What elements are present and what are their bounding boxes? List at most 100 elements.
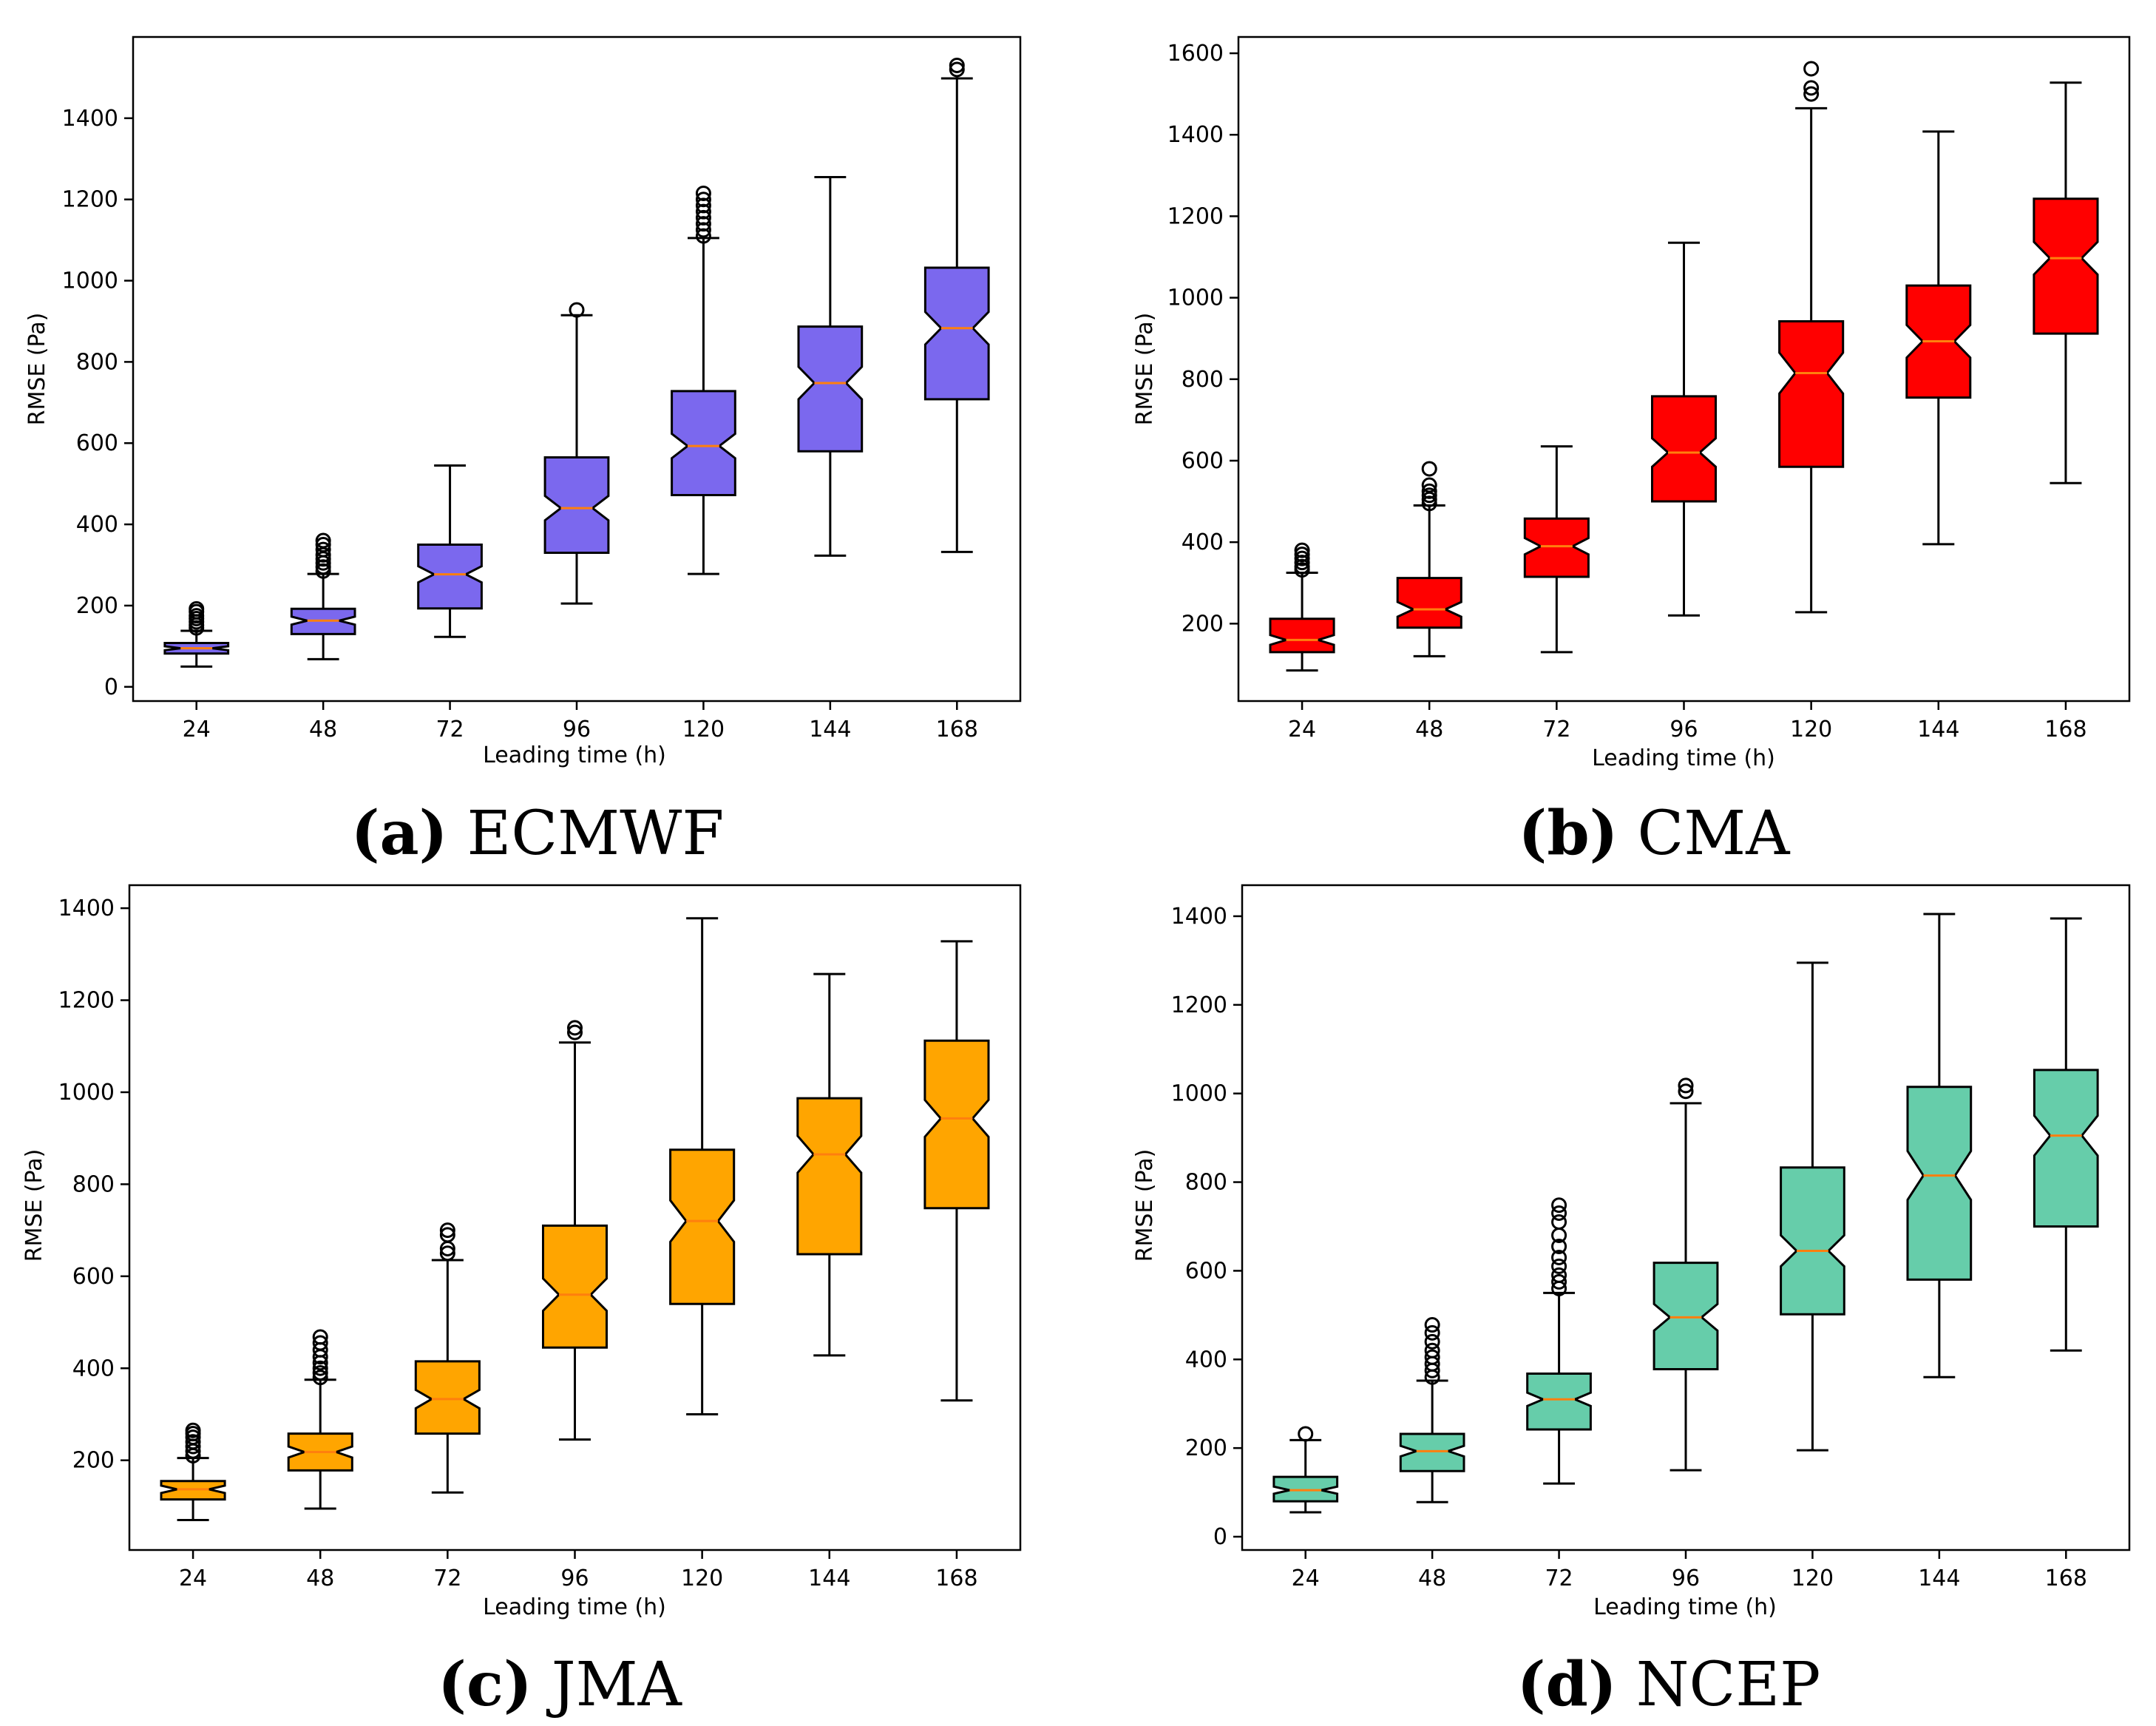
outlier-point xyxy=(1421,483,1437,499)
outlier-point xyxy=(695,222,711,238)
outlier-point xyxy=(312,1335,328,1351)
y-tick-label: 1400 xyxy=(62,106,118,132)
outlier-point xyxy=(695,197,711,214)
outlier-point xyxy=(695,209,711,226)
notched-box xyxy=(923,1039,990,1210)
outlier-point xyxy=(1424,1333,1440,1350)
outlier-point xyxy=(567,1020,583,1036)
panel-caption: (c) JMA xyxy=(438,1649,682,1720)
outlier-point xyxy=(1421,477,1437,493)
outlier-point xyxy=(1551,1273,1567,1290)
x-tick-label: 24 xyxy=(183,717,211,742)
y-tick-label: 1200 xyxy=(1171,992,1227,1018)
outlier-point xyxy=(1424,1349,1440,1365)
y-axis-label: RMSE (Pa) xyxy=(21,1149,47,1262)
x-tick-label: 72 xyxy=(1542,717,1570,742)
notched-box xyxy=(1651,395,1717,503)
notched-box xyxy=(1396,577,1462,629)
x-tick-label: 48 xyxy=(309,717,337,742)
notched-box xyxy=(671,390,736,496)
outlier-point xyxy=(185,1422,201,1438)
outlier-point xyxy=(1294,550,1310,566)
outlier-point xyxy=(315,541,331,558)
caption-letter: (d) xyxy=(1517,1649,1617,1720)
outlier-point xyxy=(695,216,711,232)
box-24 xyxy=(163,600,230,668)
outlier-point xyxy=(1424,1317,1440,1333)
y-tick-label: 1000 xyxy=(1167,285,1224,311)
y-tick-label: 1400 xyxy=(58,896,115,921)
y-tick-label: 1000 xyxy=(62,268,118,294)
outlier-point xyxy=(1551,1258,1567,1274)
x-tick-label: 48 xyxy=(1418,1566,1446,1591)
x-tick-label: 120 xyxy=(682,717,725,742)
axes-frame xyxy=(128,884,1022,1551)
outlier-point xyxy=(567,1024,583,1040)
box-144 xyxy=(1905,130,1972,546)
caption-name: NCEP xyxy=(1636,1650,1821,1720)
y-tick-label: 1400 xyxy=(1167,122,1224,148)
y-tick-label: 1600 xyxy=(1167,41,1224,67)
outlier-point xyxy=(439,1222,455,1239)
y-tick-label: 200 xyxy=(76,593,118,619)
x-tick-label: 120 xyxy=(681,1566,723,1591)
outlier-point xyxy=(1294,546,1310,563)
x-tick-label: 144 xyxy=(1917,717,1959,742)
x-tick-label: 120 xyxy=(1791,1566,1834,1591)
x-tick-label: 24 xyxy=(179,1566,207,1591)
x-tick-label: 168 xyxy=(2044,717,2086,742)
box-48 xyxy=(290,532,356,660)
outlier-point xyxy=(1424,1324,1440,1341)
outlier-point xyxy=(1421,487,1437,504)
x-tick-label: 144 xyxy=(1918,1566,1960,1591)
outlier-point xyxy=(315,532,331,549)
box-168 xyxy=(923,57,990,553)
outlier-point xyxy=(1551,1214,1567,1230)
outlier-point xyxy=(949,57,965,73)
plot-area: 0 200 400 600 800 1000 1200 1400 24 48 72 96 120 144 1… xyxy=(62,35,1022,742)
x-tick-label: 48 xyxy=(306,1566,334,1591)
y-tick-label: 1200 xyxy=(1167,203,1224,229)
outlier-point xyxy=(695,203,711,220)
x-tick-label: 144 xyxy=(809,717,851,742)
y-tick-label: 200 xyxy=(72,1448,115,1474)
x-tick-label: 96 xyxy=(563,717,591,742)
notched-box xyxy=(923,266,990,401)
panel-c-jma: 200 400 600 800 1000 1200 1400 24 48 72 96 120 144 16… xyxy=(21,884,1022,1720)
x-tick-label: 168 xyxy=(2045,1566,2087,1591)
box-168 xyxy=(2033,81,2099,484)
x-tick-label: 96 xyxy=(1672,1566,1700,1591)
notched-box xyxy=(414,1360,481,1435)
outlier-point xyxy=(1424,1342,1440,1358)
x-tick-label: 168 xyxy=(935,1566,977,1591)
box-24 xyxy=(1272,1426,1339,1514)
y-tick-label: 800 xyxy=(1182,367,1224,393)
caption-name: JMA xyxy=(546,1650,683,1720)
outlier-point xyxy=(312,1329,328,1345)
outlier-point xyxy=(1678,1083,1694,1100)
y-tick-label: 800 xyxy=(72,1171,115,1197)
notched-box xyxy=(1399,1432,1465,1472)
outlier-point xyxy=(1803,86,1820,102)
notched-box xyxy=(417,544,483,610)
outlier-point xyxy=(312,1364,328,1381)
x-tick-label: 24 xyxy=(1288,717,1316,742)
y-tick-label: 1000 xyxy=(1171,1081,1227,1107)
box-96 xyxy=(543,302,610,605)
outlier-point xyxy=(695,192,711,208)
y-tick-label: 600 xyxy=(1185,1258,1227,1284)
outlier-point xyxy=(312,1360,328,1376)
panel-a-ecmwf: 0 200 400 600 800 1000 1200 1400 24 48 72 96 120 144 1… xyxy=(24,35,1022,869)
outlier-point xyxy=(1298,1426,1314,1442)
notched-box xyxy=(796,1097,863,1256)
outlier-point xyxy=(1678,1077,1694,1094)
y-tick-label: 800 xyxy=(76,349,118,375)
plot-area: 200 400 600 800 1000 1200 1400 24 48 72 96 120 144 16… xyxy=(58,884,1022,1591)
y-tick-label: 200 xyxy=(1185,1435,1227,1461)
box-120 xyxy=(669,917,736,1415)
x-axis-label: Leading time (h) xyxy=(483,1594,666,1620)
axes-frame xyxy=(1241,884,2131,1551)
outlier-point xyxy=(1803,61,1820,77)
